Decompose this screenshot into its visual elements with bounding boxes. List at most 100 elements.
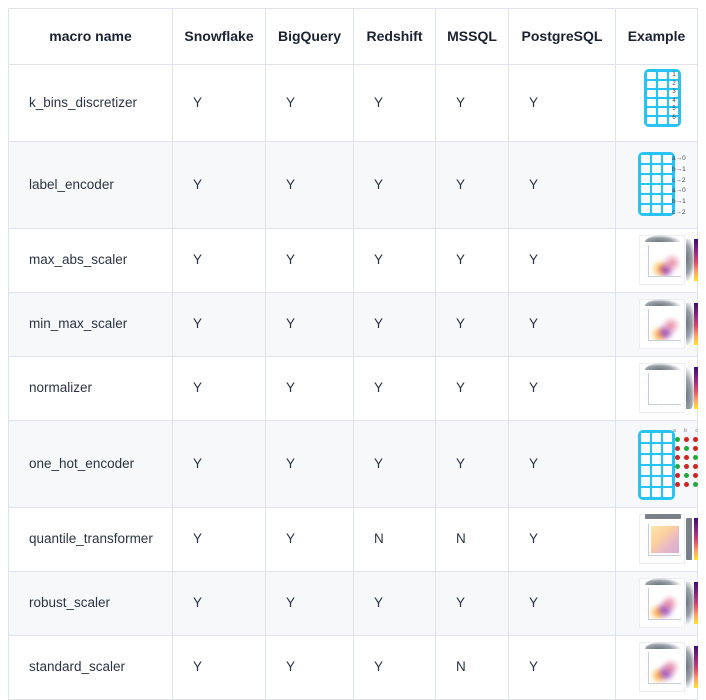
- grid-icon: [638, 152, 675, 216]
- cell-postgresql: Y: [508, 228, 616, 293]
- y-axis-ticks: -------: [646, 308, 647, 340]
- grid-icon: [644, 69, 681, 127]
- cell-snowflake: Y: [172, 141, 266, 229]
- cell-redshift: N: [353, 507, 436, 572]
- cell-bigquery: Y: [265, 64, 354, 142]
- table-row: label_encoder Y Y Y Y Y a→0 b→1: [8, 141, 698, 229]
- cell-example: ------- ' ' ' ' ' ': [615, 292, 700, 357]
- label-mapping: b→1: [672, 165, 686, 173]
- column-header-example: Example: [615, 8, 698, 65]
- column-header-postgresql: PostgreSQL: [508, 8, 616, 65]
- label-mapping: a→0: [672, 187, 686, 195]
- right-marginal-histogram: [686, 302, 695, 345]
- table-row: min_max_scaler Y Y Y Y Y -------: [8, 292, 700, 357]
- unit-circle-arc: [649, 372, 681, 404]
- cell-macro-name: normalizer: [8, 356, 173, 421]
- x-axis-ticks: ' ' ' ' ' ': [650, 276, 679, 281]
- bin-number: 6: [672, 114, 676, 121]
- cell-redshift: Y: [353, 635, 436, 700]
- cell-mssql: N: [435, 635, 509, 700]
- cell-snowflake: Y: [172, 420, 266, 508]
- right-marginal-histogram: [686, 517, 692, 560]
- table-row: quantile_transformer Y Y N N Y -------: [8, 507, 700, 572]
- table-row: normalizer Y Y Y Y Y -------: [8, 356, 700, 421]
- y-axis-ticks: -------: [646, 244, 647, 276]
- top-marginal-histogram: [645, 362, 681, 370]
- y-axis-ticks: -------: [646, 587, 647, 619]
- plot-axes: [648, 587, 681, 620]
- x-axis-ticks: ' ' ' ' ' ': [650, 619, 679, 624]
- right-marginal-histogram: [686, 366, 695, 409]
- one-hot-dot-matrix: [673, 435, 700, 489]
- cell-bigquery: Y: [265, 571, 354, 636]
- colorbar: [694, 645, 698, 688]
- grid-icon: [638, 430, 675, 500]
- cell-mssql: Y: [435, 420, 509, 508]
- cell-postgresql: Y: [508, 64, 616, 142]
- colorbar: [694, 581, 698, 624]
- table-header-row: macro name Snowflake BigQuery Redshift M…: [8, 8, 698, 65]
- cell-example: a→0 b→1 c→2 a→0 b→1 c→2: [615, 141, 698, 229]
- cell-mssql: Y: [435, 292, 509, 357]
- scatter-density-thumbnail-icon: ------- ' ' ' ' ' ': [636, 297, 700, 353]
- cell-redshift: Y: [353, 356, 436, 421]
- cell-redshift: Y: [353, 420, 436, 508]
- label-mapping-list: a→0 b→1 c→2 a→0 b→1 c→2: [672, 155, 686, 217]
- scatter-plot-panel: ------- ' ' ' ' ' ': [639, 577, 685, 628]
- bin-number: 3: [672, 89, 676, 96]
- top-marginal-histogram: [645, 234, 681, 242]
- table-row: max_abs_scaler Y Y Y Y Y -------: [8, 228, 700, 293]
- cell-redshift: Y: [353, 141, 436, 229]
- colorbar: [694, 302, 698, 345]
- top-marginal-histogram: [645, 298, 681, 306]
- bin-number-labels: 1 2 3 4 5 6: [667, 72, 681, 122]
- cell-redshift: Y: [353, 292, 436, 357]
- scatter-plot-panel: ------- ' ' ' ' ' ': [639, 513, 685, 564]
- table-row: robust_scaler Y Y Y Y Y -------: [8, 571, 698, 636]
- cell-mssql: Y: [435, 356, 509, 421]
- scatter-plot-panel: ------- ' ' ' ' ' ': [639, 362, 685, 413]
- cell-postgresql: Y: [508, 141, 616, 229]
- x-axis-ticks: ' ' ' ' ' ': [650, 340, 679, 345]
- y-axis-ticks: -------: [646, 372, 647, 404]
- cell-example: ------- ' ' ' ' ' ': [615, 635, 698, 700]
- colorbar: [694, 517, 698, 560]
- cell-bigquery: Y: [265, 141, 354, 229]
- plot-axes: [648, 372, 681, 405]
- uniform-distribution-thumbnail-icon: ------- ' ' ' ' ' ': [636, 512, 700, 568]
- cell-postgresql: Y: [508, 571, 616, 636]
- unit-norm-arc-thumbnail-icon: ------- ' ' ' ' ' ': [636, 361, 700, 417]
- cell-example: ------- ' ' ' ' ' ': [615, 356, 700, 421]
- one-hot-column-headers: a b c: [673, 428, 702, 434]
- table-body: k_bins_discretizer Y Y Y Y Y 1 2: [8, 64, 702, 700]
- cell-macro-name: one_hot_encoder: [8, 420, 173, 508]
- column-header-snowflake: Snowflake: [172, 8, 266, 65]
- bin-number: 5: [672, 106, 676, 113]
- cell-macro-name: min_max_scaler: [8, 292, 173, 357]
- cell-example: ------- ' ' ' ' ' ': [615, 228, 700, 293]
- right-marginal-histogram: [686, 581, 695, 624]
- y-axis-ticks: -------: [646, 523, 647, 555]
- table-header: macro name Snowflake BigQuery Redshift M…: [8, 8, 698, 65]
- label-mapping: c→2: [672, 176, 686, 184]
- cell-macro-name: standard_scaler: [8, 635, 173, 700]
- top-marginal-histogram: [645, 641, 681, 649]
- cell-snowflake: Y: [172, 571, 266, 636]
- cell-snowflake: Y: [172, 507, 266, 572]
- scatter-density-thumbnail-icon: ------- ' ' ' ' ' ': [636, 233, 700, 289]
- cell-mssql: N: [435, 507, 509, 572]
- cell-example: a b c: [615, 420, 702, 508]
- plot-axes: [648, 523, 681, 556]
- cell-postgresql: Y: [508, 420, 616, 508]
- macro-compatibility-table: macro name Snowflake BigQuery Redshift M…: [8, 8, 698, 700]
- label-mapping-grid-thumbnail-icon: a→0 b→1 c→2 a→0 b→1 c→2: [636, 148, 702, 222]
- cell-snowflake: Y: [172, 356, 266, 421]
- table-row: one_hot_encoder Y Y Y Y Y a b c: [8, 420, 702, 508]
- cell-bigquery: Y: [265, 420, 354, 508]
- label-mapping: c→2: [672, 208, 686, 216]
- plot-axes: [648, 308, 681, 341]
- cell-bigquery: Y: [265, 292, 354, 357]
- binned-grid-thumbnail-icon: 1 2 3 4 5 6: [636, 66, 702, 140]
- scatter-plot-panel: ------- ' ' ' ' ' ': [639, 298, 685, 349]
- cell-mssql: Y: [435, 228, 509, 293]
